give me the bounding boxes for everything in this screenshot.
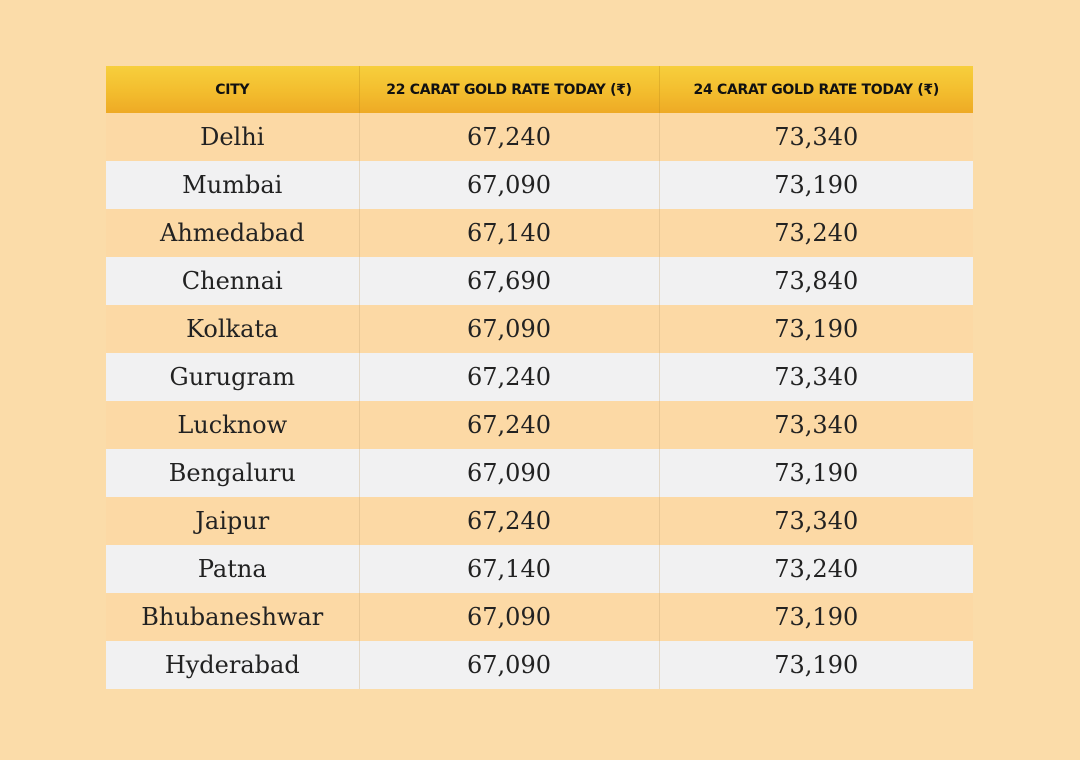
city-cell: Patna <box>106 545 360 593</box>
rate-22k-cell: 67,240 <box>358 401 660 449</box>
table-header: CITY 22 CARAT GOLD RATE TODAY (₹) 24 CAR… <box>106 66 973 113</box>
city-cell: Chennai <box>106 257 360 305</box>
city-cell: Mumbai <box>106 161 360 209</box>
rate-24k-cell: 73,340 <box>658 113 973 161</box>
table-body: Delhi 67,240 73,340 Mumbai 67,090 73,190… <box>106 113 973 689</box>
rate-24k-cell: 73,190 <box>659 641 973 689</box>
table-row: Delhi 67,240 73,340 <box>106 113 973 161</box>
column-header-24-carat: 24 CARAT GOLD RATE TODAY (₹) <box>659 66 973 113</box>
rate-22k-cell: 67,090 <box>358 305 660 353</box>
rate-22k-cell: 67,690 <box>359 257 660 305</box>
rate-22k-cell: 67,240 <box>358 497 660 545</box>
rate-22k-cell: 67,140 <box>359 545 660 593</box>
table-row: Jaipur 67,240 73,340 <box>106 497 973 545</box>
header-row: CITY 22 CARAT GOLD RATE TODAY (₹) 24 CAR… <box>106 66 973 113</box>
rate-24k-cell: 73,240 <box>659 545 973 593</box>
rate-24k-cell: 73,840 <box>659 257 973 305</box>
city-cell: Bhubaneshwar <box>106 593 360 641</box>
table-row: Patna 67,140 73,240 <box>106 545 973 593</box>
rate-24k-cell: 73,240 <box>658 209 973 257</box>
city-cell: Ahmedabad <box>106 209 360 257</box>
table-row: Hyderabad 67,090 73,190 <box>106 641 973 689</box>
rate-24k-cell: 73,190 <box>658 593 973 641</box>
city-cell: Jaipur <box>106 497 360 545</box>
rate-22k-cell: 67,090 <box>358 593 660 641</box>
gold-rate-table: CITY 22 CARAT GOLD RATE TODAY (₹) 24 CAR… <box>106 66 973 689</box>
column-header-city: CITY <box>106 66 360 113</box>
city-cell: Bengaluru <box>106 449 360 497</box>
rate-24k-cell: 73,340 <box>658 401 973 449</box>
table-row: Bengaluru 67,090 73,190 <box>106 449 973 497</box>
table-row: Mumbai 67,090 73,190 <box>106 161 973 209</box>
rate-22k-cell: 67,090 <box>359 641 660 689</box>
city-cell: Hyderabad <box>106 641 360 689</box>
table-row: Gurugram 67,240 73,340 <box>106 353 973 401</box>
table-row: Bhubaneshwar 67,090 73,190 <box>106 593 973 641</box>
rate-22k-cell: 67,240 <box>358 113 660 161</box>
column-header-22-carat: 22 CARAT GOLD RATE TODAY (₹) <box>359 66 660 113</box>
rate-24k-cell: 73,340 <box>658 497 973 545</box>
table-row: Chennai 67,690 73,840 <box>106 257 973 305</box>
city-cell: Delhi <box>106 113 360 161</box>
rate-22k-cell: 67,140 <box>358 209 660 257</box>
table-row: Lucknow 67,240 73,340 <box>106 401 973 449</box>
rate-22k-cell: 67,090 <box>359 449 660 497</box>
rate-24k-cell: 73,190 <box>659 161 973 209</box>
rate-24k-cell: 73,190 <box>659 449 973 497</box>
rate-24k-cell: 73,190 <box>658 305 973 353</box>
city-cell: Lucknow <box>106 401 360 449</box>
rate-22k-cell: 67,240 <box>359 353 660 401</box>
city-cell: Gurugram <box>106 353 360 401</box>
table-row: Ahmedabad 67,140 73,240 <box>106 209 973 257</box>
rate-24k-cell: 73,340 <box>659 353 973 401</box>
rate-22k-cell: 67,090 <box>359 161 660 209</box>
table-row: Kolkata 67,090 73,190 <box>106 305 973 353</box>
city-cell: Kolkata <box>106 305 360 353</box>
